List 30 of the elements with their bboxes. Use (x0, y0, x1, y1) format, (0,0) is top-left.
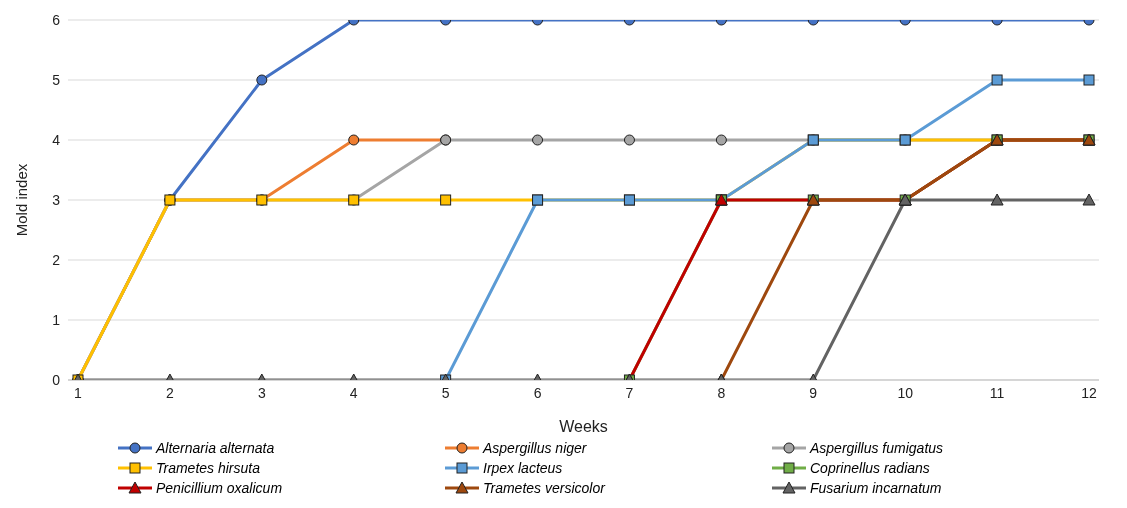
x-tick-label: 2 (166, 384, 175, 401)
y-tick-label: 4 (52, 131, 61, 148)
y-tick-label: 6 (52, 11, 61, 28)
legend-label: Irpex lacteus (483, 460, 563, 476)
x-tick-label: 6 (533, 384, 542, 401)
legend-label: Fusarium incarnatum (810, 480, 942, 496)
x-tick-label: 10 (897, 384, 914, 401)
legend-label: Trametes hirsuta (156, 460, 260, 476)
x-tick-label: 4 (349, 384, 358, 401)
x-tick-label: 7 (625, 384, 634, 401)
legend-label: Trametes versicolor (483, 480, 605, 496)
y-tick-label: 3 (52, 191, 61, 208)
x-tick-label: 8 (717, 384, 726, 401)
x-tick-label: 3 (257, 384, 266, 401)
y-axis-title: Mold index (13, 163, 31, 237)
y-tick-label: 0 (52, 371, 61, 388)
y-tick-label: 5 (52, 71, 61, 88)
legend-label: Coprinellus radians (810, 460, 930, 476)
x-tick-label: 5 (441, 384, 450, 401)
legend-label: Penicillium oxalicum (156, 480, 283, 496)
legend-label: Aspergillus niger (483, 440, 587, 456)
x-tick-label: 1 (74, 384, 83, 401)
x-axis-title: Weeks (559, 418, 608, 435)
y-tick-label: 1 (52, 311, 61, 328)
y-tick-label: 2 (52, 251, 61, 268)
x-tick-label: 11 (989, 384, 1005, 401)
legend-label: Aspergillus fumigatus (810, 440, 944, 456)
legend-label: Alternaria alternata (156, 440, 275, 456)
x-tick-label: 12 (1081, 384, 1097, 401)
x-tick-label: 9 (809, 384, 818, 401)
